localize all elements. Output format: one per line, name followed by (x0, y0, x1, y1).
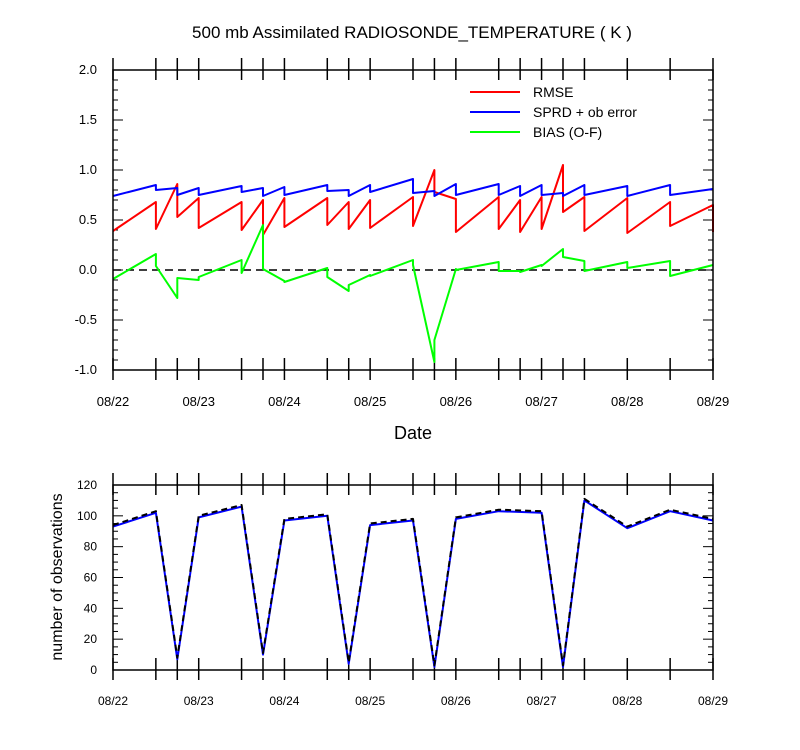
bottom-series-group (112, 497, 714, 668)
legend-item-rmse: RMSE (470, 84, 573, 100)
legend-item-sprd: SPRD + ob error (470, 104, 637, 120)
legend: RMSE SPRD + ob error BIAS (O-F) (470, 84, 637, 140)
top-ytick-label: 2.0 (79, 62, 97, 77)
y-axis-label-observations: number of observations (49, 493, 66, 660)
top-ytick-label: 0.0 (79, 262, 97, 277)
bottom-ytick-label: 60 (84, 571, 98, 585)
bottom-ytick-label: 20 (84, 632, 98, 646)
top-xtick-label: 08/28 (611, 394, 644, 409)
top-ytick-label: -0.5 (75, 312, 97, 327)
legend-item-bias: BIAS (O-F) (470, 124, 602, 140)
bottom-xtick-label: 08/27 (527, 694, 557, 708)
bottom-series-observations-used (112, 499, 714, 668)
bottom-ytick-label: 100 (77, 509, 97, 523)
top-xtick-label: 08/22 (97, 394, 130, 409)
top-xtick-label: 08/27 (525, 394, 558, 409)
bottom-xtick-label: 08/23 (184, 694, 214, 708)
top-y-tick-labels: -1.0 -0.5 0.0 0.5 1.0 1.5 2.0 (75, 62, 97, 377)
bottom-axis-ticks (112, 473, 714, 680)
bottom-xtick-label: 08/28 (612, 694, 642, 708)
bottom-xtick-label: 08/24 (269, 694, 299, 708)
top-series-bias-o-f (112, 224, 714, 363)
legend-label-sprd: SPRD + ob error (533, 104, 637, 120)
bottom-xtick-label: 08/29 (698, 694, 728, 708)
bottom-plot-frame (112, 484, 714, 671)
bottom-y-tick-labels: 0 20 40 60 80 100 120 (77, 478, 97, 677)
top-series-sprd-ob-error (112, 178, 714, 197)
top-x-tick-labels: 08/22 08/23 08/24 08/25 08/26 08/27 08/28 08/29 (97, 394, 730, 409)
bottom-series-observations-possible (112, 497, 714, 667)
bottom-xtick-label: 08/26 (441, 694, 471, 708)
bottom-ytick-label: 40 (84, 601, 98, 615)
top-ytick-label: -1.0 (75, 362, 97, 377)
legend-label-rmse: RMSE (533, 84, 573, 100)
bottom-ytick-label: 80 (84, 540, 98, 554)
top-xtick-label: 08/29 (697, 394, 730, 409)
top-plot-frame (112, 69, 714, 371)
top-ytick-label: 0.5 (79, 212, 97, 227)
top-axis-ticks (112, 58, 714, 380)
top-ytick-label: 1.0 (79, 162, 97, 177)
bottom-ytick-label: 0 (90, 663, 97, 677)
x-axis-label: Date (394, 423, 432, 443)
top-series-rmse (112, 164, 714, 236)
top-xtick-label: 08/24 (268, 394, 301, 409)
top-panel: 500 mb Assimilated RADIOSONDE_TEMPERATUR… (75, 23, 730, 443)
legend-label-bias: BIAS (O-F) (533, 124, 602, 140)
top-xtick-label: 08/23 (182, 394, 215, 409)
top-xtick-label: 08/25 (354, 394, 387, 409)
bottom-xtick-label: 08/22 (98, 694, 128, 708)
top-ytick-label: 1.5 (79, 112, 97, 127)
bottom-ytick-label: 120 (77, 478, 97, 492)
top-series-group (112, 164, 714, 363)
bottom-panel: 08/22 08/23 08/24 08/25 08/26 08/27 08/28 08/29… (49, 473, 728, 708)
chart-title: 500 mb Assimilated RADIOSONDE_TEMPERATUR… (192, 23, 632, 42)
bottom-xtick-label: 08/25 (355, 694, 385, 708)
top-xtick-label: 08/26 (440, 394, 473, 409)
bottom-x-tick-labels: 08/22 08/23 08/24 08/25 08/26 08/27 08/28 08/29 (98, 694, 728, 708)
